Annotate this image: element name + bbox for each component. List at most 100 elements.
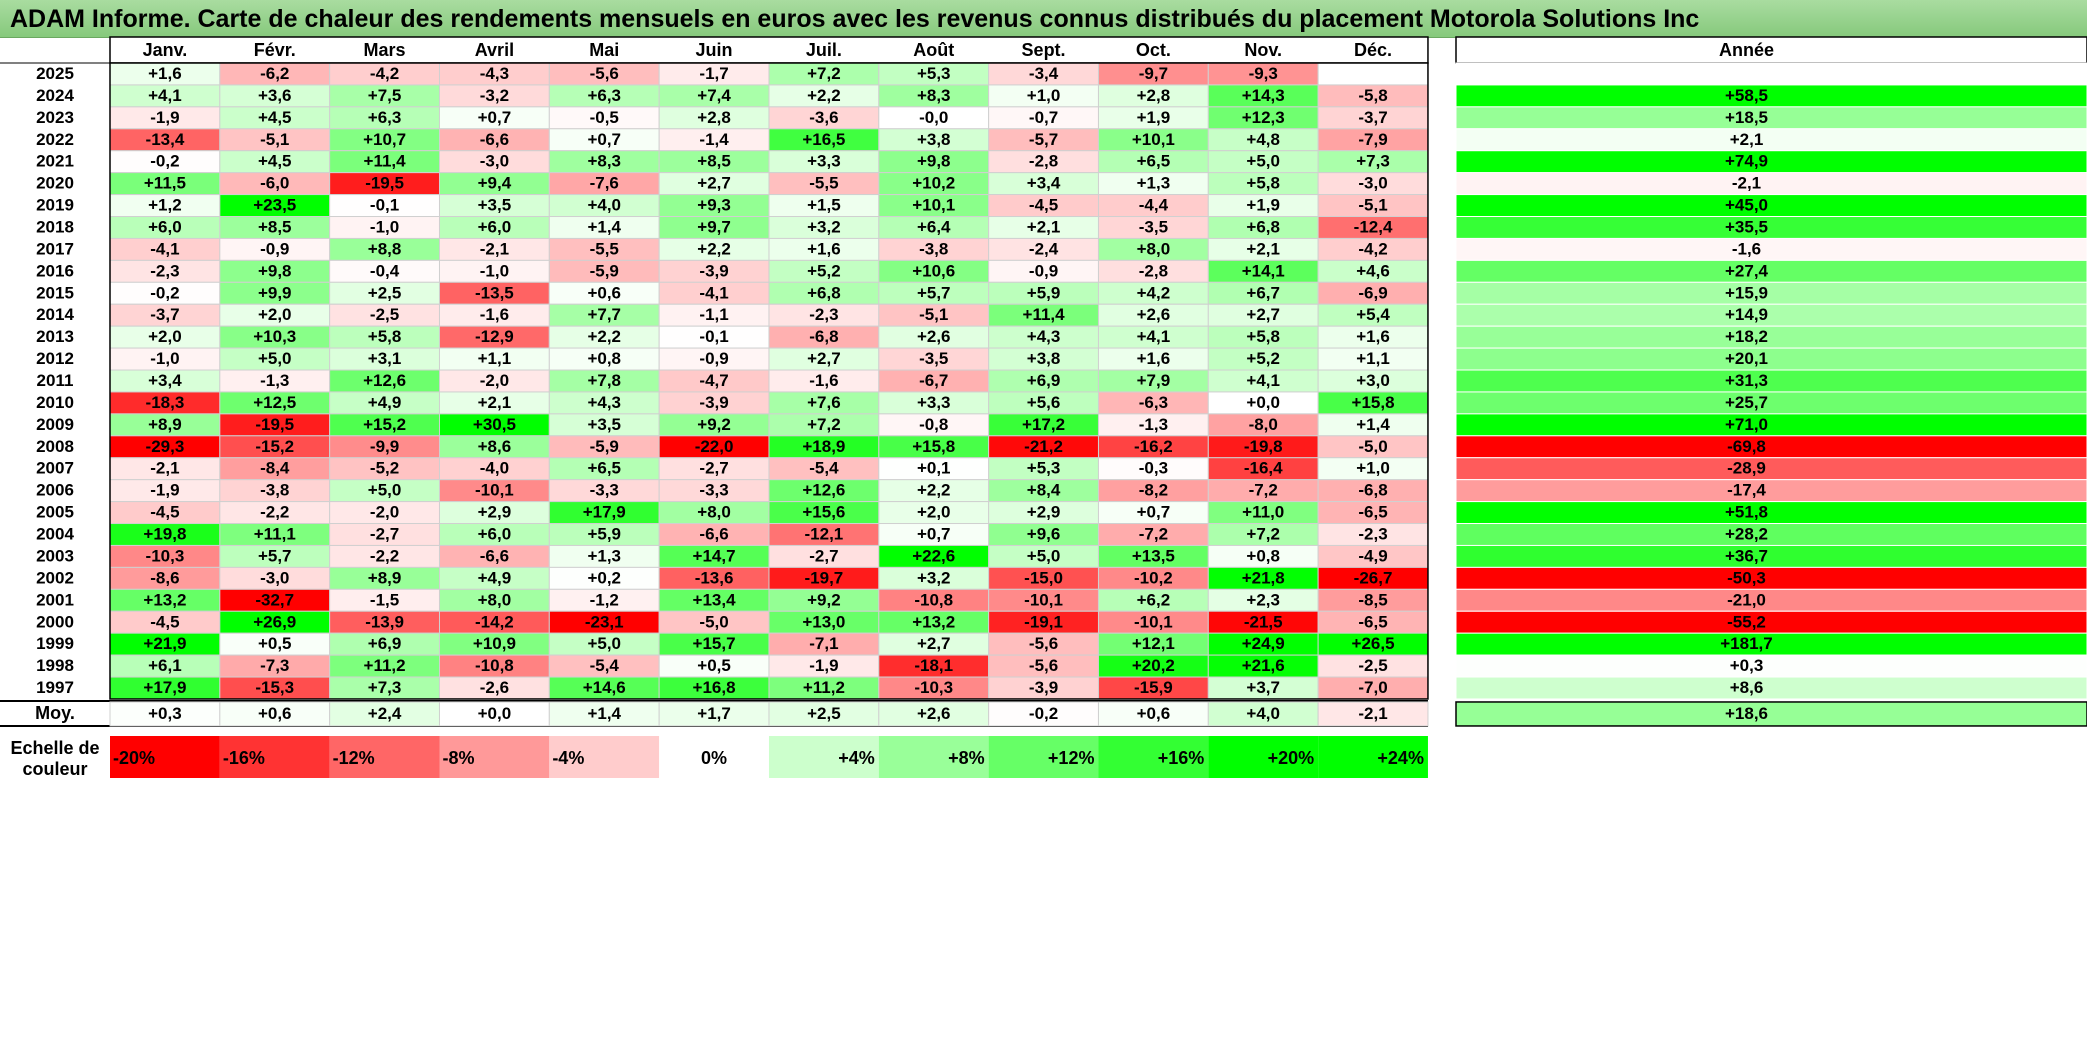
cell-value: -1,9 — [150, 108, 179, 127]
cell-value: +1,3 — [587, 546, 621, 565]
annual-cell — [1455, 128, 2087, 152]
cell-value: -9,9 — [370, 437, 399, 456]
cell-value: +7,8 — [587, 371, 621, 390]
cell-value: +5,2 — [1246, 349, 1280, 368]
annual-value: -1,6 — [1732, 239, 1761, 258]
year-label: 2001 — [36, 590, 74, 609]
cell-value: +10,2 — [912, 174, 955, 193]
scale-swatch — [768, 736, 879, 778]
cell-value: -19,5 — [365, 174, 404, 193]
cell-value: -3,8 — [919, 239, 948, 258]
average-value: +1,7 — [697, 704, 731, 723]
cell-value: +15,2 — [363, 415, 406, 434]
cell-value: +3,7 — [1246, 678, 1280, 697]
average-value: +2,5 — [807, 704, 841, 723]
annual-cell — [1455, 325, 2087, 349]
cell-value: +2,1 — [1246, 239, 1280, 258]
cell-value: +2,0 — [258, 305, 292, 324]
cell-value: +3,4 — [1027, 174, 1061, 193]
month-header: Janv. — [143, 40, 188, 60]
cell-value: +3,2 — [807, 218, 841, 237]
annual-cell — [1455, 62, 2087, 86]
annual-value: +0,3 — [1730, 656, 1764, 675]
year-label: 1997 — [36, 678, 74, 697]
cell-value: +8,0 — [478, 590, 512, 609]
average-value: +0,6 — [1137, 704, 1171, 723]
cell-value: -2,2 — [370, 546, 399, 565]
cell-value: -9,7 — [1139, 64, 1168, 83]
cell-value: +2,7 — [697, 174, 731, 193]
cell-value: +4,8 — [1246, 130, 1280, 149]
cell-value: +8,5 — [258, 218, 292, 237]
cell-value: -7,3 — [260, 656, 289, 675]
cell-value: -5,0 — [1358, 437, 1387, 456]
cell-value: +13,2 — [912, 612, 955, 631]
average-value: +0,3 — [148, 704, 182, 723]
cell-value: -6,9 — [1358, 283, 1387, 302]
year-label: 2017 — [36, 239, 74, 258]
average-cell — [658, 701, 770, 727]
annual-value: +35,5 — [1725, 218, 1768, 237]
cell-value: +4,5 — [258, 108, 292, 127]
cell-value: -7,0 — [1358, 678, 1387, 697]
year-label: 1999 — [36, 634, 74, 653]
cell-value: +19,8 — [143, 525, 186, 544]
annual-header: Année — [1719, 40, 1774, 60]
cell-value: +6,1 — [148, 656, 182, 675]
cell-value: -15,2 — [255, 437, 294, 456]
average-cell — [1097, 701, 1209, 727]
cell-value: -7,9 — [1358, 130, 1387, 149]
cell-value: -12,9 — [475, 327, 514, 346]
cell-value: -3,7 — [150, 305, 179, 324]
annual-cell — [1455, 216, 2087, 239]
cell-value: +13,5 — [1132, 546, 1175, 565]
average-cell — [109, 701, 221, 727]
cell-value: +0,8 — [1246, 546, 1280, 565]
year-label: 2011 — [37, 371, 74, 390]
cell-value: +12,6 — [802, 481, 845, 500]
cell-value: +7,9 — [1137, 371, 1171, 390]
cell-value: -4,2 — [1358, 239, 1387, 258]
cell-value: +4,2 — [1137, 283, 1171, 302]
cell-value: +10,6 — [912, 261, 955, 280]
cell-value: -10,2 — [1134, 568, 1173, 587]
cell-value: +5,8 — [1246, 174, 1280, 193]
month-header: Févr. — [254, 40, 296, 60]
cell-value: +8,8 — [368, 239, 402, 258]
cell-value: +2,8 — [1137, 86, 1171, 105]
cell-value: -6,2 — [260, 64, 289, 83]
cell-value: -19,7 — [805, 568, 844, 587]
cell-value: +5,6 — [1027, 393, 1061, 412]
cell-value: +2,9 — [1027, 503, 1061, 522]
cell-value: -5,5 — [590, 239, 619, 258]
annual-cell — [1455, 457, 2087, 481]
month-header: Mai — [589, 40, 619, 60]
cell-value: +5,0 — [587, 634, 621, 653]
cell-value: -6,5 — [1358, 612, 1387, 631]
cell-value: -15,0 — [1024, 568, 1063, 587]
month-header: Oct. — [1136, 40, 1171, 60]
cell-value: +5,4 — [1356, 305, 1390, 324]
annual-cell — [1455, 501, 2087, 525]
cell-value: -0,7 — [1029, 108, 1058, 127]
cell-value: +8,9 — [148, 415, 182, 434]
cell-value: -6,8 — [1358, 481, 1387, 500]
cell-value: -19,5 — [255, 415, 294, 434]
cell-value: -4,0 — [480, 459, 509, 478]
scale-swatch — [1208, 736, 1319, 778]
annual-value: -17,4 — [1727, 481, 1766, 500]
cell-value: +3,4 — [148, 371, 182, 390]
cell-value: +12,6 — [363, 371, 406, 390]
scale-swatch — [439, 736, 550, 778]
cell-value: -2,7 — [699, 459, 728, 478]
cell-value: +1,0 — [1027, 86, 1061, 105]
cell-value: -5,9 — [590, 261, 619, 280]
year-label: 2002 — [36, 568, 74, 587]
cell-value: +5,7 — [917, 283, 951, 302]
cell-value: -6,6 — [699, 525, 728, 544]
year-label: 2018 — [36, 218, 74, 237]
cell-value: +5,9 — [1027, 283, 1061, 302]
cell-value: -12,1 — [805, 525, 844, 544]
cell-value: -5,7 — [1029, 130, 1058, 149]
annual-value: -2,1 — [1732, 174, 1761, 193]
